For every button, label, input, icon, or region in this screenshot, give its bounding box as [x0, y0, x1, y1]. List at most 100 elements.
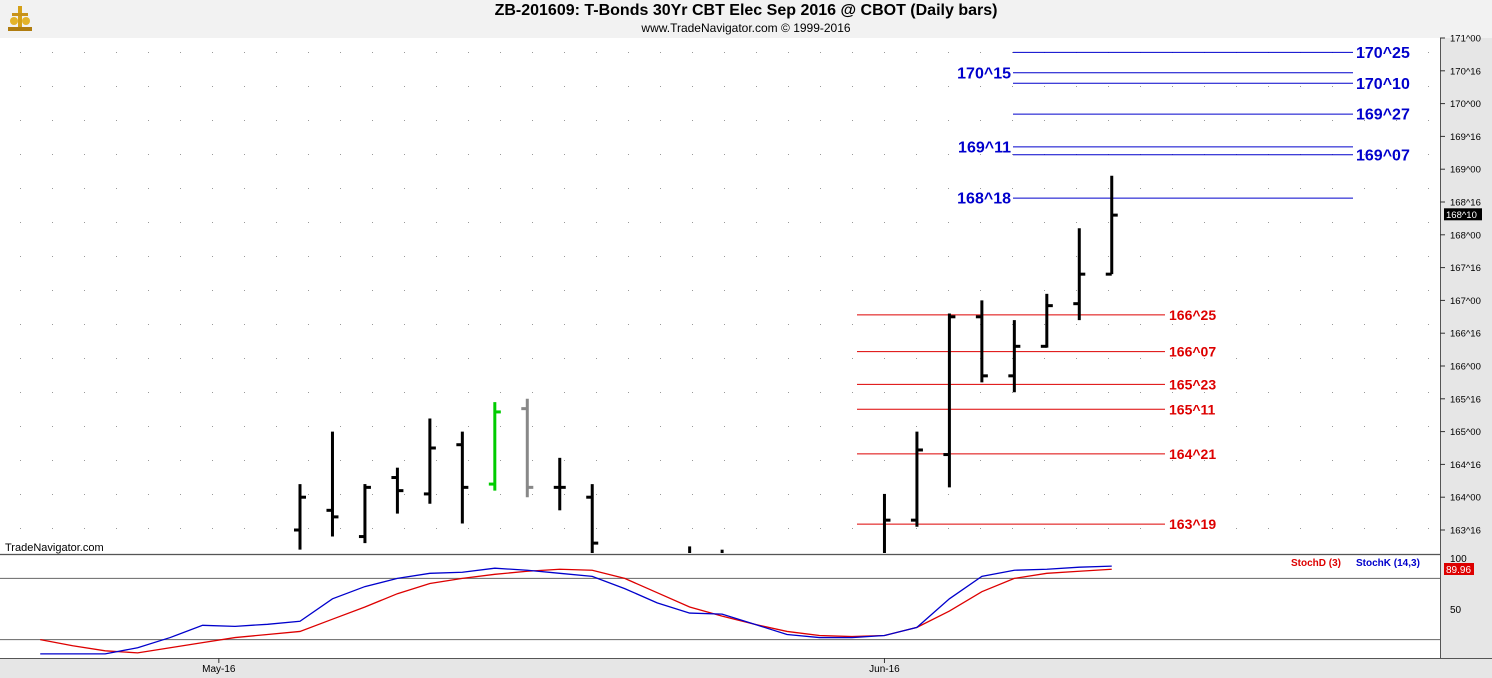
grid-dot	[660, 528, 661, 529]
grid-dot	[532, 426, 533, 427]
grid-dot	[1364, 494, 1365, 495]
grid-dot	[1396, 324, 1397, 325]
grid-dot	[1140, 290, 1141, 291]
grid-dot	[724, 222, 725, 223]
grid-dot	[276, 86, 277, 87]
grid-dot	[1076, 222, 1077, 223]
grid-dot	[372, 52, 373, 53]
grid-dot	[404, 460, 405, 461]
grid-dot	[1300, 188, 1301, 189]
grid-dot	[596, 120, 597, 121]
grid-dot	[1364, 256, 1365, 257]
grid-dot	[724, 290, 725, 291]
grid-dot	[436, 528, 437, 529]
x-tick-label: Jun-16	[869, 664, 900, 675]
grid-dot	[1172, 290, 1173, 291]
grid-dot	[52, 256, 53, 257]
grid-dot	[532, 222, 533, 223]
grid-dot	[436, 52, 437, 53]
grid-dot	[1076, 392, 1077, 393]
grid-dot	[564, 120, 565, 121]
grid-dot	[1396, 290, 1397, 291]
grid-dot	[628, 460, 629, 461]
grid-dot	[276, 188, 277, 189]
grid-dot	[1204, 426, 1205, 427]
grid-dot	[1108, 392, 1109, 393]
grid-dot	[1108, 528, 1109, 529]
grid-dot	[756, 426, 757, 427]
grid-dot	[1204, 86, 1205, 87]
grid-dot	[820, 52, 821, 53]
y-tick-label: 166^16	[1450, 329, 1481, 340]
grid-dot	[212, 528, 213, 529]
grid-dot	[948, 494, 949, 495]
grid-dot	[596, 460, 597, 461]
grid-dot	[1396, 52, 1397, 53]
grid-dot	[1172, 392, 1173, 393]
grid-dot	[180, 460, 181, 461]
grid-dot	[52, 120, 53, 121]
grid-dot	[1396, 120, 1397, 121]
stoch-last-tag	[1444, 563, 1474, 575]
grid-dot	[596, 392, 597, 393]
grid-dot	[1268, 256, 1269, 257]
grid-dot	[852, 52, 853, 53]
grid-dot	[84, 426, 85, 427]
grid-dot	[1396, 494, 1397, 495]
stochastic-panel[interactable]	[0, 556, 1440, 658]
grid-dot	[1108, 426, 1109, 427]
grid-dot	[52, 324, 53, 325]
grid-dot	[404, 154, 405, 155]
grid-dot	[468, 154, 469, 155]
grid-dot	[1268, 358, 1269, 359]
grid-dot	[20, 494, 21, 495]
resistance-label: 170^10	[1356, 76, 1410, 93]
grid-dot	[756, 358, 757, 359]
grid-dot	[1204, 290, 1205, 291]
grid-dot	[1140, 188, 1141, 189]
grid-dot	[180, 290, 181, 291]
grid-dot	[788, 52, 789, 53]
grid-dot	[692, 324, 693, 325]
grid-dot	[116, 188, 117, 189]
grid-dot	[148, 460, 149, 461]
grid-dot	[1428, 358, 1429, 359]
grid-dot	[916, 222, 917, 223]
grid-dot	[1204, 392, 1205, 393]
grid-dot	[404, 324, 405, 325]
grid-dot	[52, 52, 53, 53]
grid-dot	[116, 358, 117, 359]
grid-dot	[1332, 494, 1333, 495]
grid-dot	[1172, 426, 1173, 427]
grid-dot	[212, 324, 213, 325]
grid-dot	[532, 256, 533, 257]
grid-dot	[628, 358, 629, 359]
grid-dot	[212, 460, 213, 461]
resistance-label: 168^18	[957, 191, 1011, 208]
grid-dot	[244, 290, 245, 291]
grid-dot	[468, 86, 469, 87]
grid-dot	[84, 86, 85, 87]
grid-dot	[84, 290, 85, 291]
grid-dot	[596, 222, 597, 223]
grid-dot	[244, 52, 245, 53]
grid-dot	[212, 188, 213, 189]
grid-dot	[884, 154, 885, 155]
grid-dot	[1012, 188, 1013, 189]
grid-dot	[1428, 188, 1429, 189]
price-panel[interactable]	[0, 38, 1440, 553]
grid-dot	[1268, 86, 1269, 87]
grid-dot	[1044, 528, 1045, 529]
grid-dot	[852, 460, 853, 461]
grid-dot	[244, 528, 245, 529]
grid-dot	[116, 460, 117, 461]
grid-dot	[1268, 392, 1269, 393]
grid-dot	[84, 392, 85, 393]
grid-dot	[1396, 460, 1397, 461]
grid-dot	[500, 324, 501, 325]
grid-dot	[436, 222, 437, 223]
grid-dot	[276, 222, 277, 223]
grid-dot	[788, 86, 789, 87]
grid-dot	[1204, 188, 1205, 189]
